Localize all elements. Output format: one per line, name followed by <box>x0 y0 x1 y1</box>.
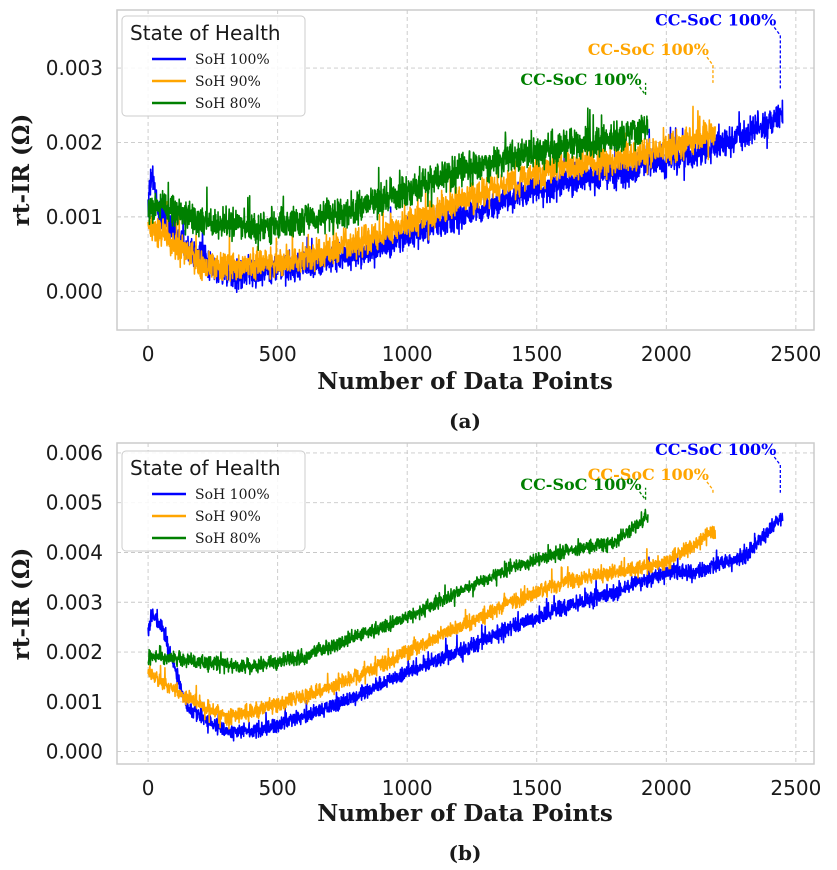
y-tick-label: 0.000 <box>46 740 103 764</box>
y-axis-title-a: rt-IR (Ω) <box>8 114 35 226</box>
legend-box-a <box>121 15 306 117</box>
y-tick-label: 0.003 <box>46 590 103 614</box>
annotation-label: CC-SoC 100% <box>588 465 709 484</box>
series-line-soh-100- <box>147 512 784 742</box>
x-tick-label: 0 <box>142 342 155 366</box>
series-line-soh-80- <box>147 107 649 252</box>
x-axis-title-a: Number of Data Points <box>317 368 613 395</box>
series-layer-b <box>147 508 784 742</box>
annotation-label: CC-SoC 100% <box>520 70 641 89</box>
x-tick-label: 1500 <box>511 342 562 366</box>
y-tick-label: 0.002 <box>46 130 103 154</box>
y-ticks-b: 0.000 0.001 0.002 0.003 0.004 0.005 0.006 <box>46 441 103 764</box>
x-tick-label: 0 <box>142 776 155 800</box>
y-tick-label: 0.001 <box>46 690 103 714</box>
x-tick-label: 1000 <box>382 342 433 366</box>
annotation-leader <box>706 481 714 491</box>
series-layer-a <box>147 99 784 294</box>
x-ticks-a: 0 500 1000 1500 2000 2500 <box>142 342 822 366</box>
annotation-leader <box>706 56 714 66</box>
legend-title-b: State of Health <box>130 456 281 480</box>
legend-label: SoH 80% <box>195 96 261 112</box>
chart-panel-a: CC-SoC 100% CC-SoC 100% CC-SoC 100% 0 500 10… <box>8 9 822 433</box>
grid-a <box>117 10 814 330</box>
legend-label: SoH 80% <box>195 531 261 547</box>
legend-title-a: State of Health <box>130 21 281 45</box>
y-tick-label: 0.006 <box>46 441 103 465</box>
annotation-label: CC-SoC 100% <box>588 40 709 59</box>
chart-panel-b: CC-SoC 100%CC-SoC 100%CC-SoC 100% 0 500 10… <box>8 440 821 865</box>
annotation-leader <box>639 491 647 501</box>
y-tick-label: 0.000 <box>46 279 103 303</box>
annotation-leader <box>773 27 781 36</box>
annotation-leader <box>639 86 647 96</box>
x-tick-label: 2500 <box>770 342 821 366</box>
y-tick-label: 0.002 <box>46 640 103 664</box>
y-axis-title-b: rt-IR (Ω) <box>8 548 35 660</box>
legend-items-a: SoH 100% SoH 90% SoH 80% <box>152 52 270 112</box>
y-tick-label: 0.005 <box>46 491 103 515</box>
annotation-label: CC-SoC 100% <box>520 475 641 494</box>
legend-a: State of Health SoH 100% SoH 90% SoH 80% <box>121 15 306 117</box>
series-line-soh-90- <box>147 525 717 730</box>
y-tick-label: 0.003 <box>46 56 103 80</box>
legend-box-b <box>121 450 306 552</box>
x-axis-title-b: Number of Data Points <box>317 800 613 827</box>
y-tick-label: 0.004 <box>46 540 103 564</box>
annotations-a: CC-SoC 100% CC-SoC 100% CC-SoC 100% <box>520 10 781 96</box>
y-ticks-a: 0.000 0.001 0.002 0.003 <box>46 56 103 303</box>
x-tick-label: 2500 <box>770 776 821 800</box>
annotation-leader <box>773 456 781 466</box>
x-tick-label: 500 <box>259 342 297 366</box>
x-tick-label: 2000 <box>641 776 692 800</box>
y-tick-label: 0.001 <box>46 205 103 229</box>
annotation-label: CC-SoC 100% <box>655 440 776 459</box>
legend-label: SoH 100% <box>195 52 270 68</box>
legend-label: SoH 90% <box>195 74 261 90</box>
x-tick-label: 1500 <box>511 776 562 800</box>
annotations-b: CC-SoC 100%CC-SoC 100%CC-SoC 100% <box>520 440 781 501</box>
series-line-soh-80- <box>147 508 649 676</box>
x-tick-label: 500 <box>259 776 297 800</box>
legend-items-b: SoH 100% SoH 90% SoH 80% <box>152 487 270 547</box>
panel-caption-b: (b) <box>449 841 482 865</box>
x-tick-label: 2000 <box>641 342 692 366</box>
annotation-label: CC-SoC 100% <box>655 10 776 29</box>
x-tick-label: 1000 <box>382 776 433 800</box>
legend-label: SoH 90% <box>195 509 261 525</box>
x-ticks-b: 0 500 1000 1500 2000 2500 <box>142 776 822 800</box>
series-line-soh-90- <box>147 105 717 282</box>
legend-label: SoH 100% <box>195 487 270 503</box>
panel-caption-a: (a) <box>449 409 481 433</box>
legend-b: State of Health SoH 100% SoH 90% SoH 80% <box>121 450 306 552</box>
